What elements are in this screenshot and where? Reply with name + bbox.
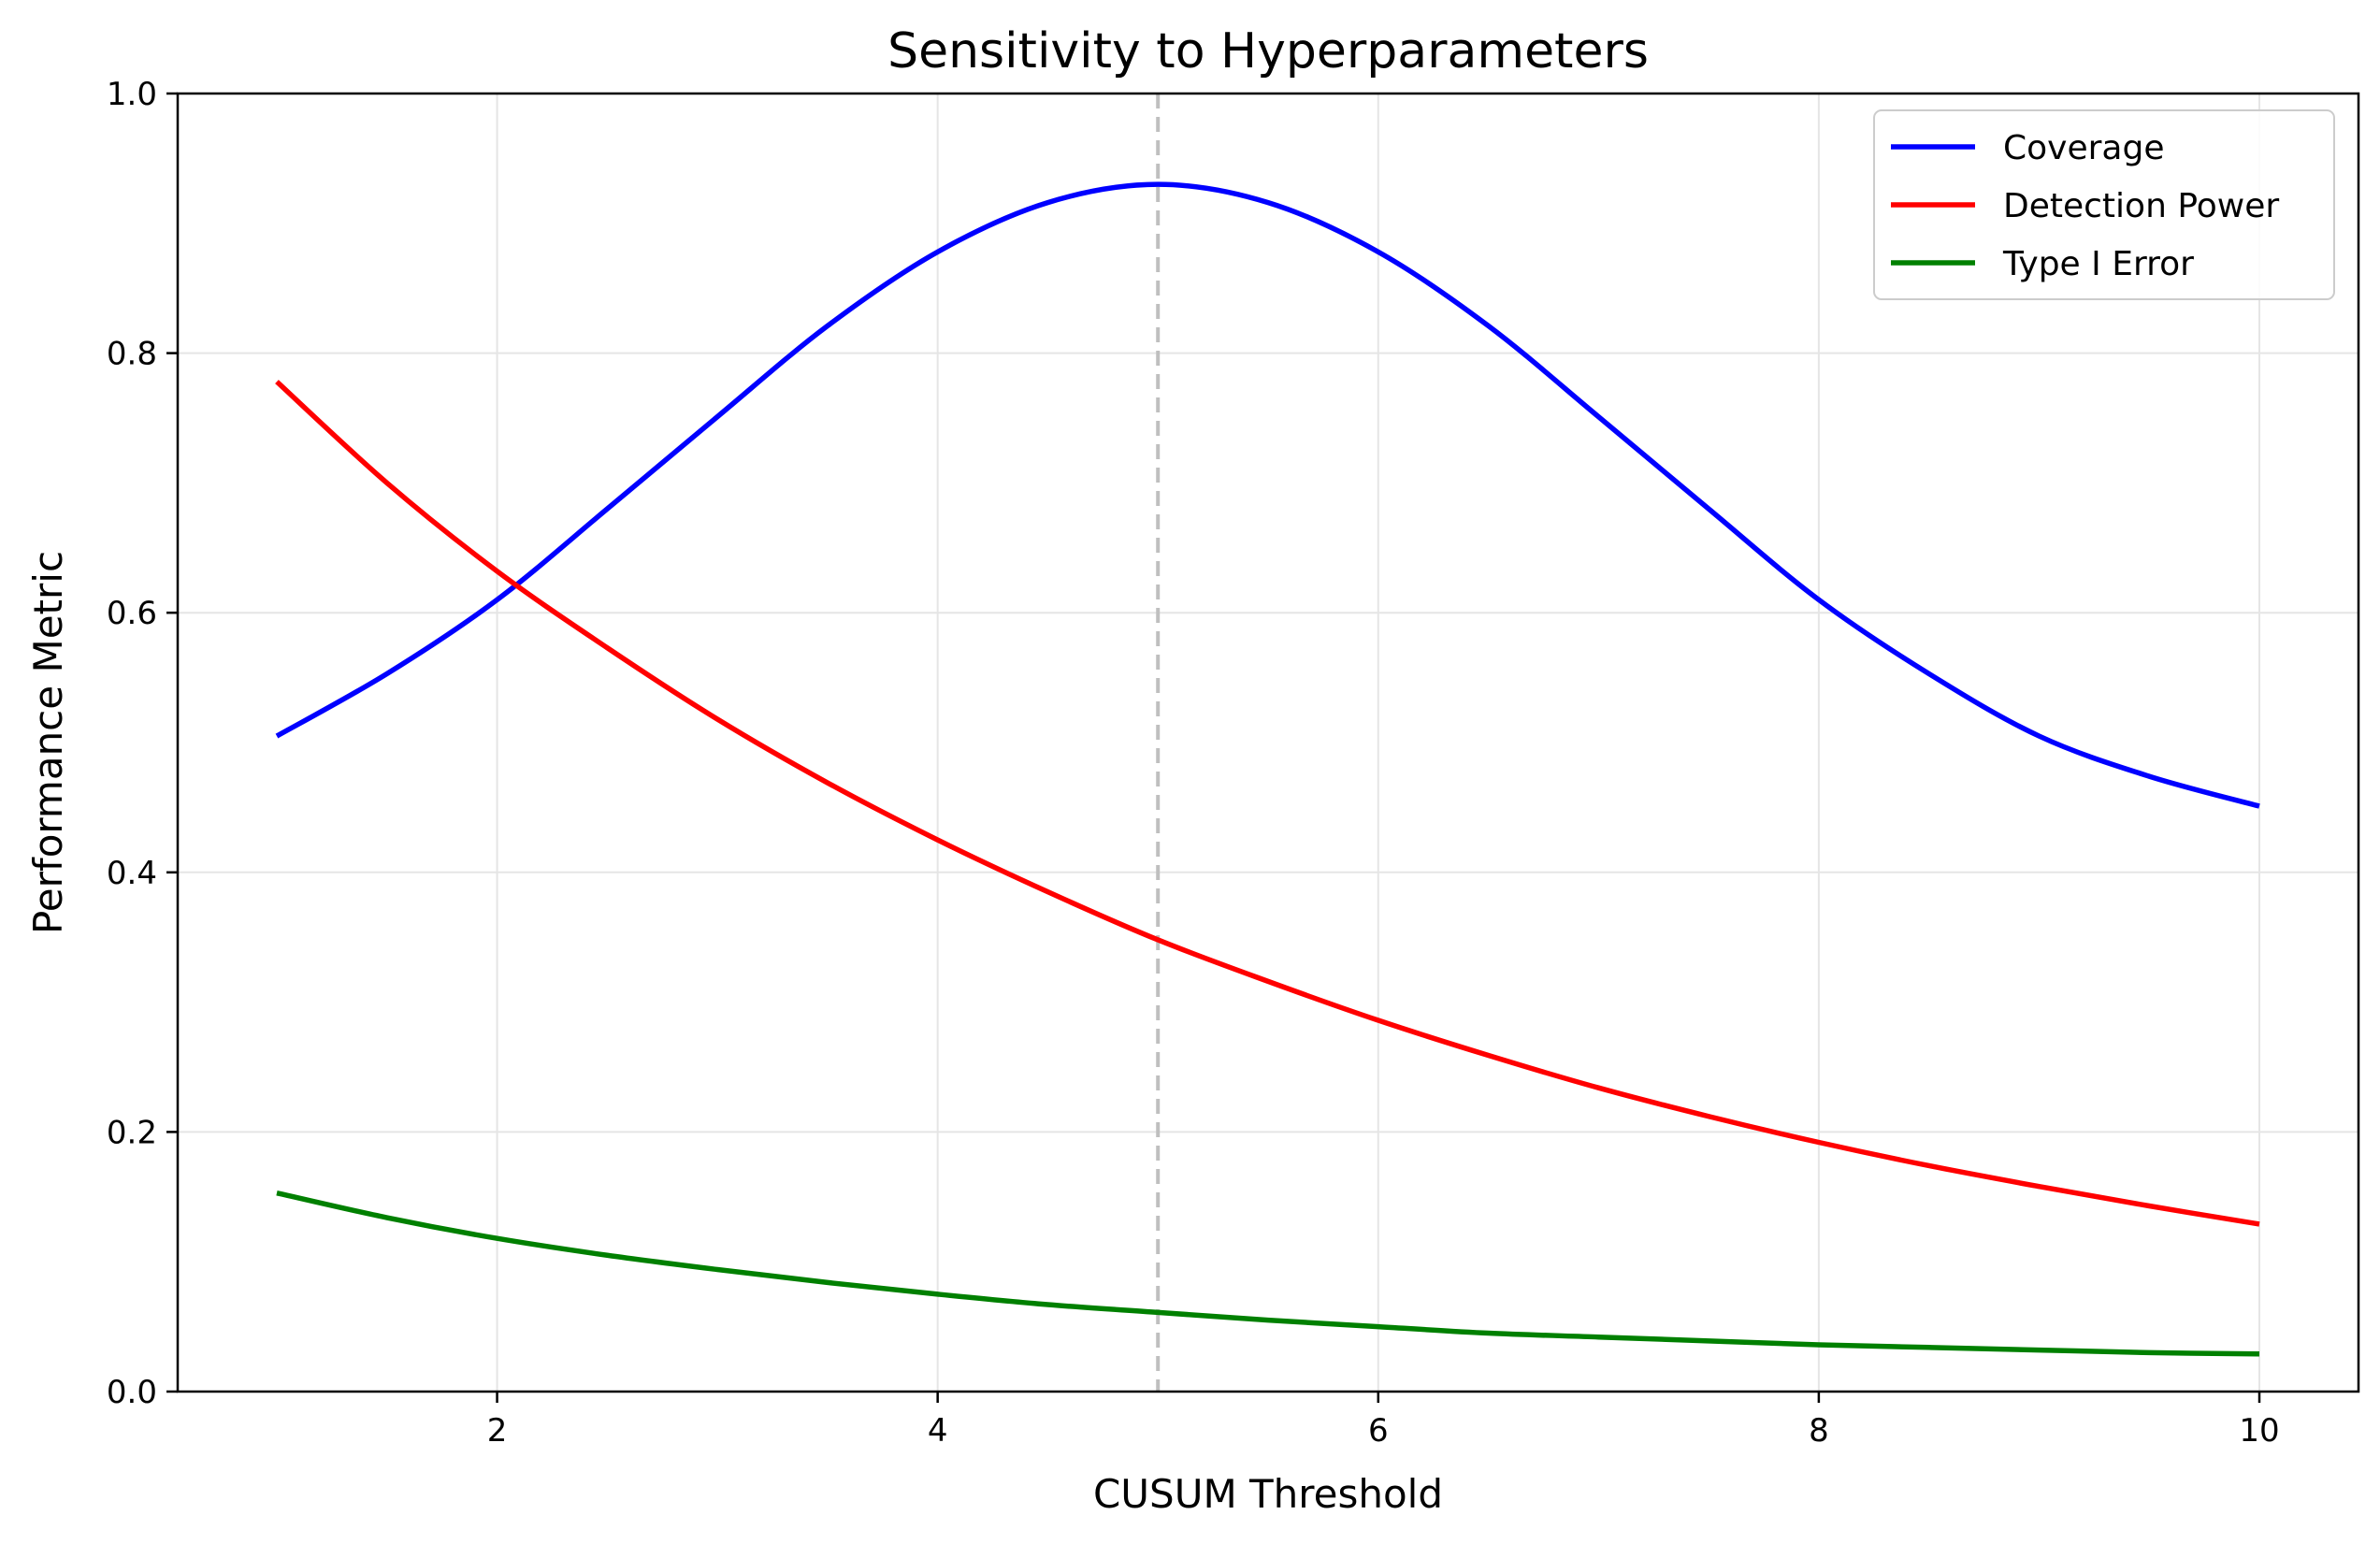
plot-frame xyxy=(176,92,2360,1393)
y-tick-label: 1.0 xyxy=(107,76,157,113)
y-tick-label: 0.2 xyxy=(107,1114,157,1151)
y-tick-label: 0.6 xyxy=(107,595,157,632)
type-i-error-line xyxy=(276,1190,2260,1357)
x-tick-label: 2 xyxy=(487,1412,508,1450)
chart-title: Sensitivity to Hyperparameters xyxy=(887,23,1649,79)
legend-label-type-i-error: Type I Error xyxy=(2002,245,2194,283)
legend-box xyxy=(1873,109,2335,300)
series-layer xyxy=(275,181,2260,1357)
y-tick-label: 0.0 xyxy=(107,1374,157,1411)
y-tick-label: 0.8 xyxy=(107,336,157,373)
y-tick-label: 0.4 xyxy=(107,855,157,892)
x-tick-label: 6 xyxy=(1368,1412,1389,1450)
x-tick-label: 10 xyxy=(2239,1412,2279,1450)
coverage-line xyxy=(275,181,2260,809)
detection-power-line xyxy=(275,380,2260,1227)
x-tick-label: 4 xyxy=(928,1412,948,1450)
x-tick-label: 8 xyxy=(1809,1412,1829,1450)
legend-label-coverage: Coverage xyxy=(2003,129,2164,167)
y-axis-ticks: 0.0 0.2 0.4 0.6 0.8 1.0 xyxy=(107,76,178,1411)
x-axis-ticks: 2 4 6 8 10 xyxy=(487,1392,2280,1450)
x-axis-label: CUSUM Threshold xyxy=(1093,1471,1443,1517)
y-axis-label: Performance Metric xyxy=(25,551,71,934)
legend-label-detection-power: Detection Power xyxy=(2003,187,2279,225)
legend: Coverage Detection Power Type I Error xyxy=(1873,109,2335,300)
